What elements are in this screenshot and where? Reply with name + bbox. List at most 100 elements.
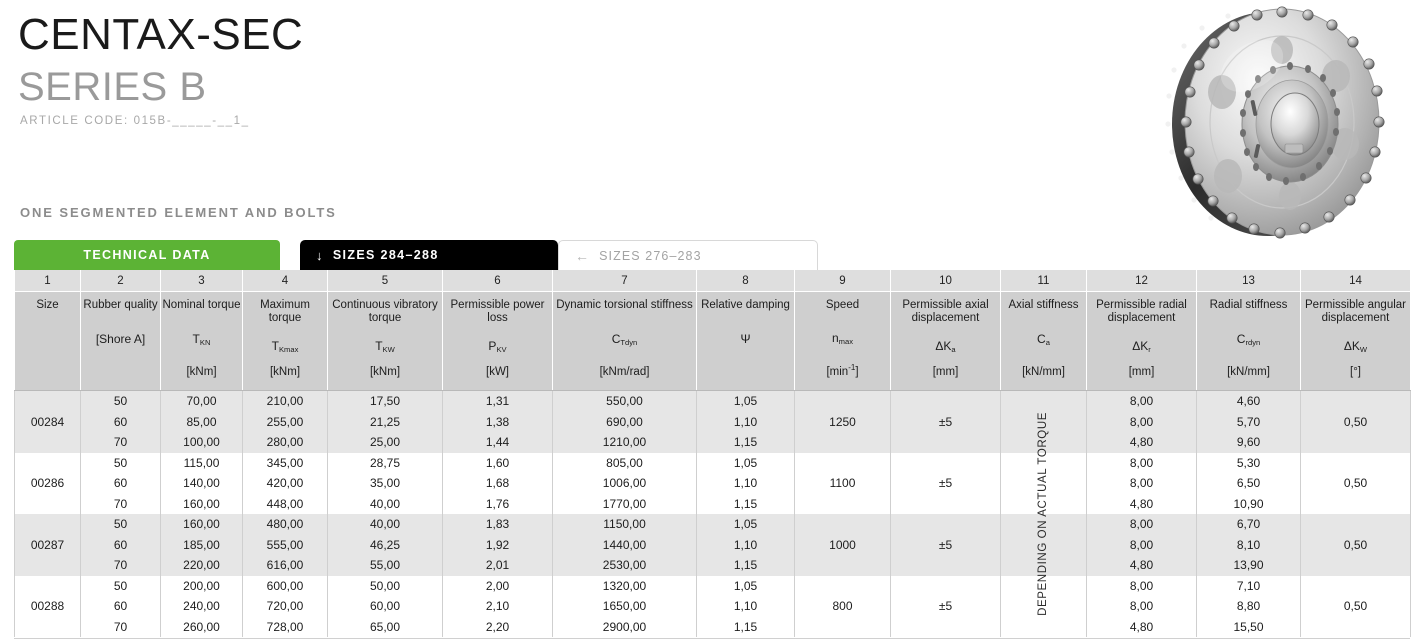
table-row: 60 240,00 720,00 60,00 2,10 1650,00 1,10 8,00 8,… [15, 596, 1411, 617]
cell-continuous-vibratory-torque: 46,25 [327, 534, 443, 555]
technical-data-table: 1 2 3 4 5 6 7 8 9 10 11 12 13 14 Size Rubber quality[… [14, 270, 1411, 637]
column-header-name: Axial stiffness [1008, 299, 1079, 311]
table-row: 70 260,00 728,00 65,00 2,20 2900,00 1,15 4,80 15… [15, 616, 1411, 637]
cell-nominal-torque: 240,00 [160, 596, 243, 617]
column-header-2: Rubber quality [Shore A] [80, 291, 161, 391]
column-header-3: Nominal torque TKN [kNm] [160, 291, 243, 391]
cell-relative-damping: 1,05 [696, 390, 795, 412]
column-header-unit: [kNm/rad] [599, 365, 650, 378]
cell-nominal-torque: 260,00 [160, 616, 243, 637]
table-row: 70 100,00 280,00 25,00 1,44 1210,00 1,15 4,80 9,… [15, 432, 1411, 453]
column-number-8: 8 [696, 270, 795, 292]
cell-dynamic-torsional-stiffness: 2530,00 [552, 555, 697, 576]
cell-speed: 800 [794, 575, 891, 637]
cell-permissible-angular-displacement: 0,50 [1300, 575, 1411, 637]
cell-permissible-power-loss: 2,01 [442, 555, 553, 576]
column-number-13: 13 [1196, 270, 1301, 292]
cell-permissible-radial-displacement: 4,80 [1086, 616, 1197, 637]
column-number-5: 5 [327, 270, 443, 292]
column-header-symbol: PKV [488, 338, 507, 354]
column-header-row: Size Rubber quality [Shore A] Nominal tor… [14, 291, 1411, 391]
cell-dynamic-torsional-stiffness: 1770,00 [552, 493, 697, 514]
column-header-name: Relative damping [701, 299, 790, 311]
cell-rubber-quality: 60 [80, 534, 161, 555]
cell-dynamic-torsional-stiffness: 1320,00 [552, 575, 697, 596]
column-header-unit: [kW] [486, 365, 509, 378]
cell-permissible-power-loss: 1,60 [442, 452, 553, 473]
column-header-8: Relative damping Ψ [696, 291, 795, 391]
cell-rubber-quality: 50 [80, 452, 161, 473]
cell-relative-damping: 1,05 [696, 575, 795, 596]
size-group-00284: 00284 50 70,00 210,00 17,50 1,31 550,00 1,05 125… [14, 390, 1411, 453]
cell-dynamic-torsional-stiffness: 2900,00 [552, 616, 697, 637]
cell-relative-damping: 1,15 [696, 616, 795, 637]
cell-permissible-radial-displacement: 8,00 [1086, 411, 1197, 432]
cell-continuous-vibratory-torque: 17,50 [327, 390, 443, 412]
cell-nominal-torque: 160,00 [160, 493, 243, 514]
tab-technical-data[interactable]: TECHNICAL DATA [14, 240, 280, 270]
cell-permissible-angular-displacement: 0,50 [1300, 514, 1411, 576]
tab-sizes-284-288[interactable]: ↓ SIZES 284–288 [300, 240, 558, 270]
arrow-left-icon: ← [575, 247, 591, 264]
title-block: CENTAX-SEC SERIES B ARTICLE CODE: 015B-_… [18, 11, 718, 126]
table-row: 70 160,00 448,00 40,00 1,76 1770,00 1,15 4,80 10… [15, 493, 1411, 514]
cell-speed: 1100 [794, 452, 891, 514]
product-series: SERIES B [18, 64, 207, 109]
cell-nominal-torque: 185,00 [160, 534, 243, 555]
cell-maximum-torque: 480,00 [242, 514, 328, 535]
cell-radial-stiffness: 8,80 [1196, 596, 1301, 617]
column-number-14: 14 [1300, 270, 1411, 292]
cell-relative-damping: 1,05 [696, 514, 795, 535]
cell-rubber-quality: 60 [80, 596, 161, 617]
cell-continuous-vibratory-torque: 65,00 [327, 616, 443, 637]
column-number-2: 2 [80, 270, 161, 292]
column-header-symbol: nmax [831, 330, 854, 346]
cell-maximum-torque: 616,00 [242, 555, 328, 576]
cell-rubber-quality: 70 [80, 432, 161, 453]
cell-radial-stiffness: 15,50 [1196, 616, 1301, 637]
cell-permissible-power-loss: 2,00 [442, 575, 553, 596]
cell-permissible-axial-displacement: ±5 [890, 514, 1001, 576]
column-header-name: Dynamic torsional stiffness [556, 299, 693, 311]
cell-axial-stiffness-note [1000, 390, 1087, 453]
column-header-11: Axial stiffness Ca [kN/mm] [1000, 291, 1087, 391]
column-number-6: 6 [442, 270, 553, 292]
cell-rubber-quality: 60 [80, 411, 161, 432]
column-number-10: 10 [890, 270, 1001, 292]
cell-relative-damping: 1,10 [696, 534, 795, 555]
column-header-unit [697, 366, 794, 381]
column-number-7: 7 [552, 270, 697, 292]
cell-continuous-vibratory-torque: 35,00 [327, 473, 443, 494]
cell-permissible-radial-displacement: 8,00 [1086, 473, 1197, 494]
size-group-00288: 00288 50 200,00 600,00 50,00 2,00 1320,00 1,05 8… [14, 575, 1411, 637]
cell-rubber-quality: 50 [80, 390, 161, 412]
cell-dynamic-torsional-stiffness: 1650,00 [552, 596, 697, 617]
cell-permissible-power-loss: 1,31 [442, 390, 553, 412]
cell-permissible-power-loss: 1,83 [442, 514, 553, 535]
size-group-00286: 00286 50 115,00 345,00 28,75 1,60 805,00 1,05 11… [14, 452, 1411, 514]
column-header-symbol: TKN [192, 331, 211, 347]
tab-sizes-276-283[interactable]: ← SIZES 276–283 [558, 240, 818, 270]
column-number-row: 1 2 3 4 5 6 7 8 9 10 11 12 13 14 [14, 270, 1411, 292]
cell-maximum-torque: 600,00 [242, 575, 328, 596]
cell-continuous-vibratory-torque: 40,00 [327, 514, 443, 535]
cell-radial-stiffness: 6,50 [1196, 473, 1301, 494]
cell-speed: 1000 [794, 514, 891, 576]
column-header-symbol [15, 332, 80, 346]
column-header-symbol: ΔKW [1343, 338, 1368, 354]
column-header-7: Dynamic torsional stiffness CTdyn [kNm/rad… [552, 291, 697, 391]
cell-continuous-vibratory-torque: 21,25 [327, 411, 443, 432]
cell-continuous-vibratory-torque: 28,75 [327, 452, 443, 473]
cell-permissible-radial-displacement: 8,00 [1086, 596, 1197, 617]
cell-nominal-torque: 160,00 [160, 514, 243, 535]
column-header-unit: [kN/mm] [1227, 365, 1270, 378]
cell-continuous-vibratory-torque: 25,00 [327, 432, 443, 453]
column-header-unit: [kNm] [269, 365, 301, 378]
cell-speed: 1250 [794, 390, 891, 453]
column-header-name: Rubber quality [83, 299, 158, 311]
table-row: 00288 50 200,00 600,00 50,00 2,00 1320,00 1,05 8… [14, 575, 1411, 637]
column-header-12: Permissible radial displacement ΔKr [mm] [1086, 291, 1197, 391]
column-header-unit: [kNm] [369, 365, 401, 378]
cell-nominal-torque: 140,00 [160, 473, 243, 494]
cell-permissible-power-loss: 1,44 [442, 432, 553, 453]
